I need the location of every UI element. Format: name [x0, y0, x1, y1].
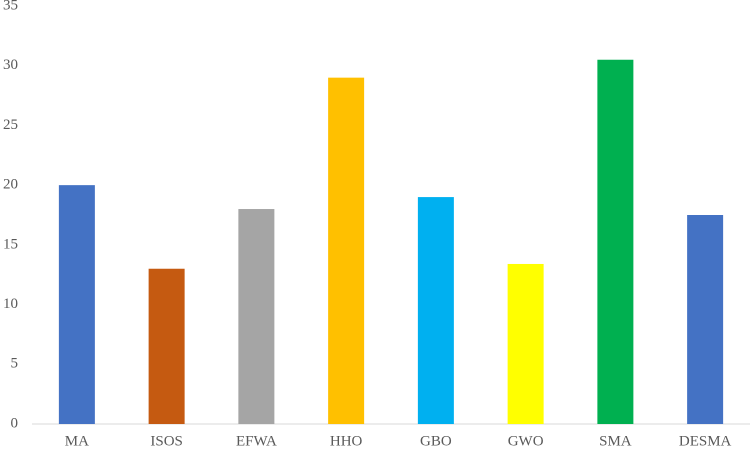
bar [58, 185, 95, 424]
y-tick-label: 30 [3, 57, 18, 73]
bar [328, 77, 365, 425]
x-tick-label: GBO [420, 433, 452, 449]
x-tick-label: DESMA [679, 433, 732, 449]
x-tick-label: MA [65, 433, 89, 449]
y-tick-label: 5 [11, 356, 19, 372]
bar [597, 59, 634, 424]
bar [238, 209, 275, 424]
x-tick-label: ISOS [150, 433, 183, 449]
y-tick-label: 15 [3, 236, 18, 252]
y-tick-label: 25 [3, 117, 18, 133]
bar [417, 197, 454, 424]
y-tick-label: 0 [11, 415, 19, 431]
bar [687, 215, 724, 424]
x-tick-label: SMA [599, 433, 632, 449]
y-tick-label: 20 [3, 177, 18, 193]
x-tick-label: EFWA [236, 433, 277, 449]
bar [507, 263, 544, 424]
x-tick-label: HHO [330, 433, 363, 449]
x-tick-label: GWO [508, 433, 544, 449]
y-tick-label: 10 [3, 296, 18, 312]
y-tick-label: 35 [3, 0, 18, 13]
bar [148, 268, 185, 424]
